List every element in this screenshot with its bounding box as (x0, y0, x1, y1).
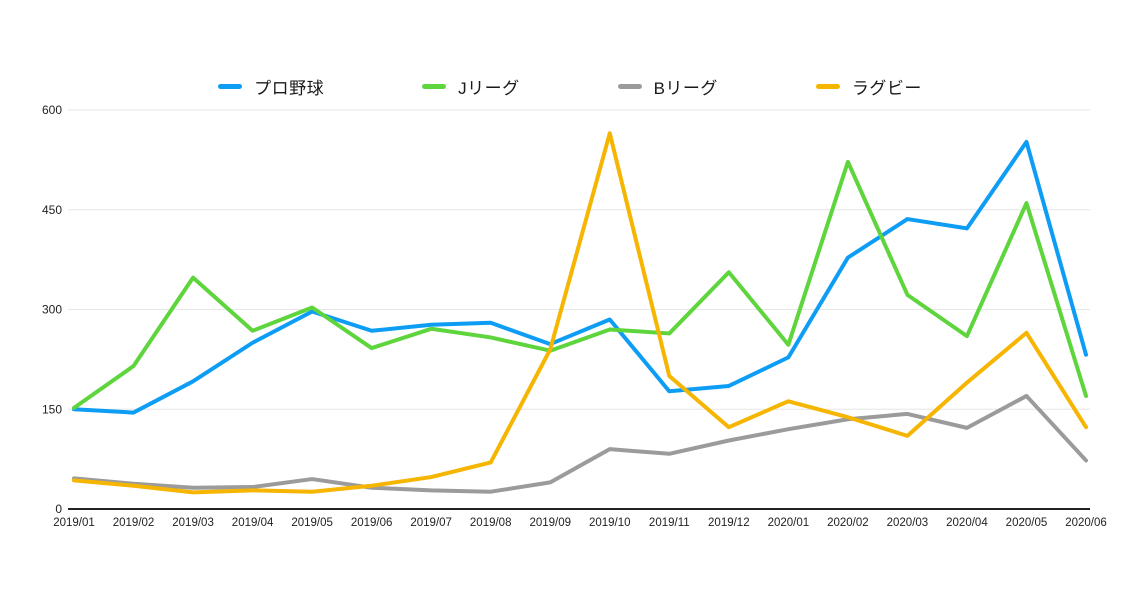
chart-legend: プロ野球 Jリーグ Bリーグ ラグビー (0, 74, 1140, 99)
y-tick-label-600: 600 (42, 103, 62, 117)
legend-swatch-j-league (422, 84, 447, 89)
legend-swatch-rugby (815, 84, 840, 89)
x-tick-label-2019-04: 2019/04 (232, 517, 274, 529)
x-tick-label-2020-03: 2020/03 (887, 517, 929, 529)
legend-swatch-b-league (617, 84, 642, 89)
x-tick-label-2020-04: 2020/04 (946, 517, 988, 529)
y-tick-label-0: 0 (55, 502, 62, 516)
x-tick-label-2020-02: 2020/02 (827, 517, 869, 529)
y-tick-label-450: 450 (42, 203, 62, 217)
legend-item-rugby[interactable]: ラグビー (815, 74, 922, 99)
legend-item-j-league[interactable]: Jリーグ (422, 74, 520, 99)
series-line-2 (72, 393, 1088, 494)
x-tick-label-2019-11: 2019/11 (649, 517, 690, 529)
x-tick-label-2019-12: 2019/12 (708, 517, 750, 529)
legend-label-pro-yakyu: プロ野球 (254, 79, 325, 98)
legend-label-b-league: Bリーグ (653, 79, 718, 98)
x-tick-label-2019-07: 2019/07 (410, 517, 452, 529)
x-tick-label-2019-09: 2019/09 (529, 517, 571, 529)
legend-label-j-league: Jリーグ (458, 79, 520, 98)
x-tick-label-2020-06: 2020/06 (1065, 517, 1107, 529)
x-tick-label-2020-05: 2020/05 (1006, 517, 1048, 529)
x-tick-label-2019-03: 2019/03 (172, 517, 214, 529)
legend-swatch-pro-yakyu (218, 84, 243, 89)
y-tick-label-150: 150 (42, 402, 62, 416)
x-tick-label-2020-01: 2020/01 (768, 517, 810, 529)
series-line-0 (72, 139, 1088, 415)
legend-item-pro-yakyu[interactable]: プロ野球 (218, 74, 324, 99)
x-tick-label-2019-01: 2019/01 (53, 517, 95, 529)
x-tick-label-2019-10: 2019/10 (589, 517, 631, 529)
x-tick-label-2019-02: 2019/02 (113, 517, 155, 529)
legend-label-rugby: ラグビー (851, 79, 922, 98)
series-line-1 (72, 159, 1088, 410)
y-tick-label-300: 300 (42, 303, 62, 317)
series-line-3 (72, 131, 1088, 495)
legend-item-b-league[interactable]: Bリーグ (617, 74, 718, 99)
x-tick-label-2019-05: 2019/05 (291, 517, 333, 529)
x-tick-label-2019-08: 2019/08 (470, 517, 512, 529)
x-tick-label-2019-06: 2019/06 (351, 517, 393, 529)
